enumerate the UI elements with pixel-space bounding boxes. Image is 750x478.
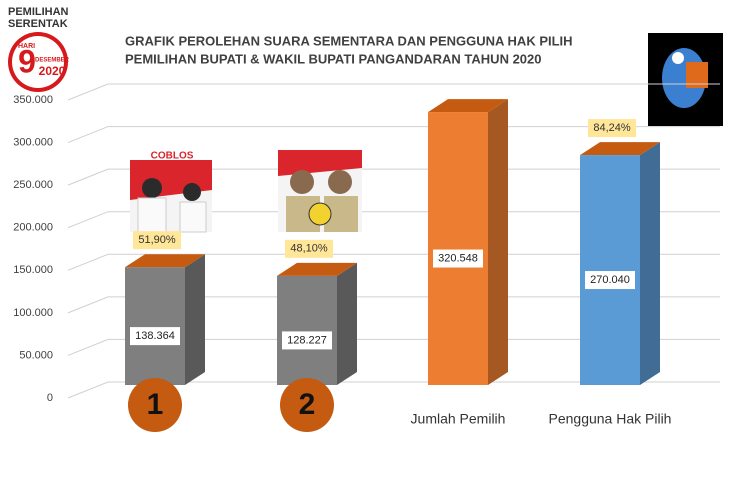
photo-badge: [308, 202, 332, 226]
logo-text: 2020: [39, 64, 66, 78]
grid-line: [67, 83, 720, 101]
grid-line: [67, 211, 720, 229]
bar-top: [428, 99, 508, 113]
bar-side: [640, 142, 660, 385]
grid-line: [67, 296, 720, 314]
photo-person: [183, 183, 201, 201]
grid-line: [67, 126, 720, 144]
annotation: 51,90%: [138, 234, 176, 246]
value-label-box: [282, 331, 332, 350]
logo-text: DESEMBER: [35, 58, 70, 64]
logo-text: PEMILIHAN: [8, 6, 69, 18]
grid-line: [67, 381, 720, 399]
photo-caption: COBLOS: [151, 151, 194, 162]
mascot: [648, 33, 723, 126]
photo-person: [328, 170, 352, 194]
y-tick-label: 250.000: [13, 179, 53, 191]
bar-side: [488, 99, 508, 386]
photo-person: [142, 178, 162, 198]
photo-person: [290, 170, 314, 194]
bar: [580, 155, 640, 385]
chart-subtitle: PEMILIHAN BUPATI & WAKIL BUPATI PANGANDA…: [125, 51, 542, 66]
category-badge: [280, 378, 334, 432]
bar: [428, 112, 488, 386]
photo-banner: [278, 150, 362, 176]
mascot-bag: [686, 62, 708, 88]
annotation-box: [285, 239, 333, 258]
bar: [125, 267, 185, 385]
x-tick-label: 1: [147, 388, 164, 421]
y-tick-label: 350.000: [13, 94, 53, 106]
category-badge: [128, 378, 182, 432]
annotation-box: [588, 119, 636, 138]
y-tick-label: 50.000: [19, 349, 53, 361]
value-label: 138.364: [135, 330, 175, 342]
logo-text: 9: [18, 43, 36, 79]
chart-title: GRAFIK PEROLEHAN SUARA SEMENTARA DAN PEN…: [125, 33, 573, 48]
logo-text: SERENTAK: [8, 18, 68, 30]
logo-text: HARI: [18, 43, 35, 50]
value-label-box: [130, 327, 180, 346]
annotation: 84,24%: [593, 122, 631, 134]
value-label: 128.227: [287, 334, 327, 346]
bar: [277, 275, 337, 385]
bar-top: [125, 254, 205, 268]
bar-side: [337, 262, 357, 385]
value-label: 320.548: [438, 252, 478, 264]
grid-line: [67, 338, 720, 356]
value-label: 270.040: [590, 274, 630, 286]
bar-top: [277, 262, 357, 276]
photo-person: [137, 197, 167, 233]
x-tick-label: Jumlah Pemilih: [411, 411, 506, 427]
logo: PEMILIHAN SERENTAK HARI 9 DESEMBER 2020: [8, 6, 70, 92]
y-tick-label: 150.000: [13, 264, 53, 276]
candidate-photo: [278, 150, 362, 232]
logo-circle: [12, 36, 64, 88]
photo-person: [179, 201, 207, 233]
grid-line: [67, 168, 720, 186]
grid-line: [67, 253, 720, 271]
annotation-box: [133, 231, 181, 250]
bar-top: [580, 142, 660, 156]
bar-side: [185, 254, 205, 385]
candidate-photo: COBLOS: [130, 151, 212, 233]
annotation: 48,10%: [290, 243, 328, 255]
y-tick-label: 0: [47, 392, 53, 404]
mascot-eye: [672, 52, 684, 64]
value-label-box: [433, 249, 483, 268]
y-tick-label: 200.000: [13, 222, 53, 234]
value-label-box: [585, 271, 635, 290]
y-tick-label: 300.000: [13, 136, 53, 148]
x-tick-label: Pengguna Hak Pilih: [549, 411, 672, 427]
y-tick-label: 100.000: [13, 307, 53, 319]
x-tick-label: 2: [299, 388, 316, 421]
